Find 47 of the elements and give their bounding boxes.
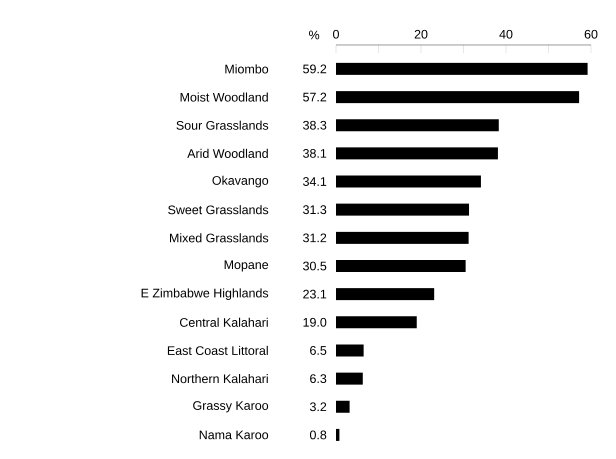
y-tick-label: Sour Grasslands bbox=[176, 120, 268, 130]
y-tick-label: East Coast Littoral bbox=[168, 346, 268, 356]
y-tick-label: Sweet Grasslands bbox=[168, 205, 268, 214]
data-label: 31.3 bbox=[303, 205, 326, 214]
bar bbox=[336, 147, 498, 160]
data-label: 6.3 bbox=[310, 374, 326, 384]
y-tick-label: Mopane bbox=[224, 260, 268, 272]
data-label: 38.1 bbox=[303, 148, 326, 158]
y-tick-label: Northern Kalahari bbox=[172, 374, 268, 384]
y-tick-label: Grassy Karoo bbox=[193, 401, 268, 412]
bar bbox=[336, 204, 470, 216]
y-tick-label: E Zimbabwe Highlands bbox=[142, 288, 268, 300]
data-label: 6.5 bbox=[310, 346, 326, 355]
x-axis-title: % bbox=[309, 30, 320, 40]
x-tick-label: 20 bbox=[414, 30, 428, 39]
data-label: 59.2 bbox=[303, 64, 326, 74]
bar bbox=[336, 372, 363, 385]
bar bbox=[336, 119, 499, 132]
y-tick-label: Okavango bbox=[212, 176, 268, 188]
bar bbox=[336, 288, 434, 300]
bar bbox=[336, 260, 466, 272]
data-label: 23.1 bbox=[303, 290, 326, 299]
bar bbox=[336, 316, 417, 328]
bar bbox=[336, 400, 350, 413]
data-label: 57.2 bbox=[303, 92, 326, 102]
bar bbox=[336, 91, 580, 104]
y-tick-label: Arid Woodland bbox=[187, 148, 268, 158]
data-label: 3.2 bbox=[310, 402, 326, 412]
x-tick-label: 60 bbox=[584, 30, 598, 39]
bar bbox=[336, 428, 340, 441]
y-tick-label: Nama Karoo bbox=[200, 430, 268, 440]
data-label: 19.0 bbox=[304, 318, 326, 327]
y-tick-label: Mixed Grasslands bbox=[170, 233, 268, 242]
data-label: 34.1 bbox=[303, 177, 326, 186]
bar bbox=[336, 344, 364, 356]
bar bbox=[336, 176, 481, 188]
x-tick-label: 40 bbox=[499, 30, 512, 39]
y-tick-label: Moist Woodland bbox=[180, 92, 268, 102]
data-label: 30.5 bbox=[303, 262, 326, 270]
bar bbox=[336, 62, 588, 75]
y-tick-label: Central Kalahari bbox=[180, 318, 268, 327]
data-label: 38.3 bbox=[303, 120, 326, 130]
data-label: 0.8 bbox=[310, 430, 326, 440]
bar bbox=[336, 232, 469, 244]
y-tick-label: Miombo bbox=[225, 64, 268, 74]
data-label: 31.2 bbox=[303, 233, 326, 242]
x-tick-label: 0 bbox=[333, 30, 339, 39]
